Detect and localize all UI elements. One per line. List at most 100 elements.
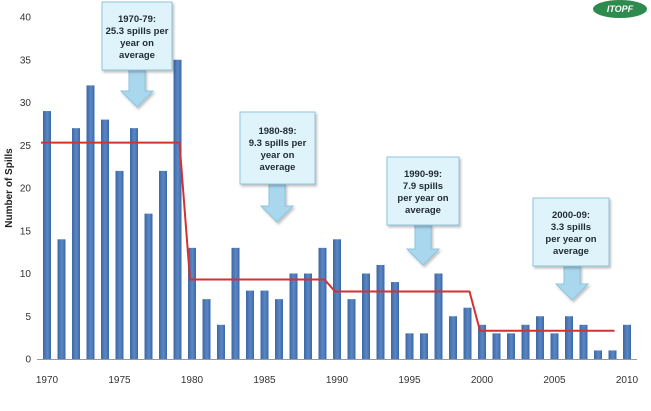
bar <box>449 316 457 359</box>
bar <box>521 324 530 359</box>
y-axis-ticks: 0 5 10 15 20 25 30 35 40 <box>20 13 32 366</box>
bar <box>318 247 327 359</box>
bar <box>478 324 486 359</box>
callout-text-line: 3.3 spills <box>551 222 591 233</box>
bar <box>492 333 501 359</box>
bar <box>202 299 211 359</box>
bar <box>304 273 312 359</box>
bar <box>72 128 80 359</box>
bar <box>217 324 225 359</box>
bar <box>565 316 573 359</box>
bar <box>376 264 385 359</box>
bar <box>608 350 617 359</box>
average-step-line <box>41 141 615 332</box>
callout-box <box>239 111 316 185</box>
callout-box <box>532 197 610 267</box>
bars <box>43 59 631 360</box>
bar <box>536 316 544 359</box>
bar <box>188 247 196 359</box>
bar <box>144 213 153 359</box>
callout-box <box>101 1 173 71</box>
bar <box>391 282 399 359</box>
decade-average-line <box>41 141 615 332</box>
callout-text-line: per year on <box>397 193 448 204</box>
bar <box>159 170 167 359</box>
bar <box>86 85 95 360</box>
bar <box>579 324 588 359</box>
y-tick-label: 35 <box>20 55 32 66</box>
bar <box>260 290 269 359</box>
callout-text-line: 9.3 spills per <box>249 138 307 149</box>
bar <box>463 307 472 359</box>
bar <box>57 239 66 359</box>
callout-arrow <box>405 224 441 266</box>
x-tick-label: 1985 <box>253 375 276 386</box>
callout-text-line: year on <box>120 38 154 49</box>
bar <box>101 119 109 359</box>
y-tick-label: 20 <box>20 184 32 195</box>
callout-text-line: average <box>405 205 441 216</box>
logo-badge <box>593 0 647 18</box>
x-tick-label: 1980 <box>181 375 204 386</box>
bar <box>275 299 283 359</box>
bar <box>405 333 414 359</box>
x-tick-label: 1995 <box>398 375 421 386</box>
x-tick-label: 1970 <box>36 375 59 386</box>
bar <box>623 324 631 359</box>
callout-text-line: 2000-09: <box>552 210 590 221</box>
callout-text-line: 25.3 spills per <box>106 26 169 37</box>
x-tick-label: 2010 <box>616 375 639 386</box>
bar <box>420 333 428 359</box>
callout-arrow <box>119 69 155 108</box>
bar <box>115 170 124 359</box>
callout-text-line: 1970-79: <box>118 14 156 25</box>
callout-text-line: 1980-89: <box>258 126 296 137</box>
y-tick-label: 10 <box>20 269 32 280</box>
callout-text-line: 1990-99: <box>404 169 442 180</box>
y-tick-label: 40 <box>20 13 32 24</box>
bar <box>362 273 370 359</box>
bar <box>289 273 298 359</box>
callout-arrow <box>259 183 295 223</box>
y-tick-label: 25 <box>20 141 32 152</box>
y-tick-label: 30 <box>20 98 32 109</box>
x-tick-label: 2005 <box>543 375 566 386</box>
bar <box>507 333 515 359</box>
x-axis-ticks: 1970 1975 1980 1985 1990 1995 2000 2005 2010 <box>36 375 639 386</box>
bar <box>550 333 559 359</box>
y-tick-label: 5 <box>25 312 31 323</box>
callout-text-line: per year on <box>545 234 596 245</box>
x-tick-label: 1975 <box>108 375 131 386</box>
callout-text-line: 7.9 spills <box>403 181 443 192</box>
x-tick-label: 1990 <box>326 375 349 386</box>
y-tick-label: 0 <box>25 355 31 366</box>
y-axis-title-group: Number of Spills <box>4 148 15 228</box>
bar <box>43 111 51 359</box>
logo-text: ITOPF <box>607 4 634 14</box>
callout-text-line: average <box>119 50 155 61</box>
bar <box>246 290 254 359</box>
callout-text-line: average <box>260 162 296 173</box>
bar <box>347 299 356 359</box>
bar <box>173 59 182 359</box>
x-tick-label: 2000 <box>471 375 494 386</box>
bar <box>130 128 138 359</box>
callout-arrow <box>554 265 590 301</box>
callout-text-line: year on <box>261 150 295 161</box>
bar <box>594 350 602 359</box>
callout-text-line: average <box>553 246 589 257</box>
callout-box <box>386 156 460 226</box>
bar <box>333 239 341 359</box>
bar <box>231 247 240 359</box>
itopf-logo: ITOPF <box>593 0 647 18</box>
bar <box>434 273 443 359</box>
y-axis-title: Number of Spills <box>4 148 15 228</box>
y-tick-label: 15 <box>20 226 32 237</box>
